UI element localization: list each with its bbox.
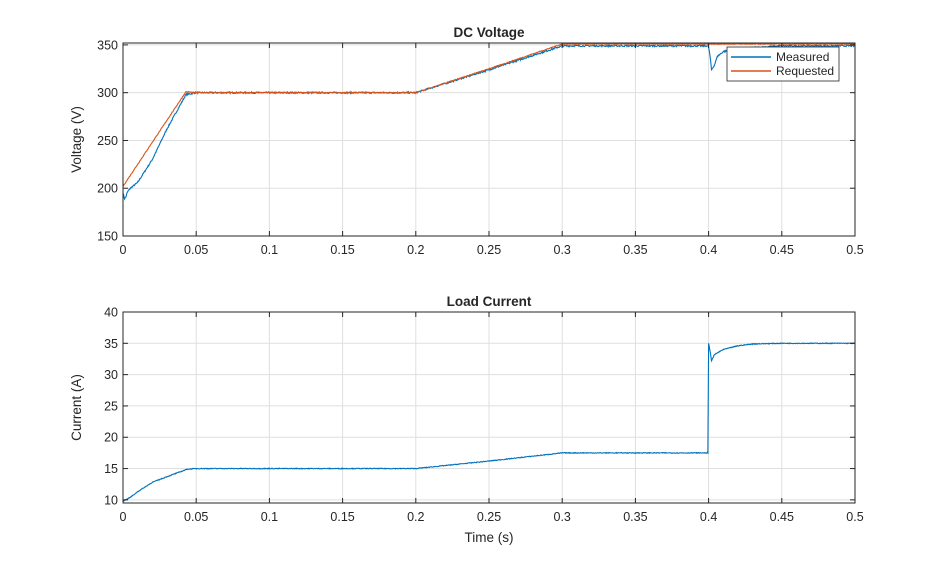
current-x-tick-label: 0.3 — [554, 510, 571, 524]
voltage-x-tick-label: 0.45 — [770, 243, 794, 257]
current-x-tick-label: 0.45 — [770, 510, 794, 524]
current-y-tick-label: 25 — [104, 399, 118, 413]
voltage-series-line-requested — [123, 43, 855, 188]
voltage-plot-title: DC Voltage — [453, 25, 524, 40]
voltage-x-tick-label: 0.2 — [407, 243, 424, 257]
voltage-y-tick-label: 300 — [97, 86, 118, 100]
current-x-tick-label: 0.1 — [261, 510, 278, 524]
current-x-tick-label: 0.2 — [407, 510, 424, 524]
current-x-axis-label: Time (s) — [465, 530, 514, 545]
current-y-tick-label: 10 — [104, 493, 118, 507]
voltage-y-tick-label: 350 — [97, 38, 118, 52]
current-ticks: 0 0.05 0.1 0.15 0.2 0.25 0.3 0.35 0.4 0.45 0.5 10 15… — [104, 306, 864, 525]
current-y-tick-label: 30 — [104, 368, 118, 382]
current-x-tick-label: 0.5 — [846, 510, 863, 524]
current-plot: 0 0.05 0.1 0.15 0.2 0.25 0.3 0.35 0.4 0.45 0.5 10 15… — [69, 294, 864, 545]
voltage-y-tick-label: 200 — [97, 182, 118, 196]
voltage-y-tick-label: 150 — [97, 230, 118, 244]
current-y-axis-label: Current (A) — [69, 374, 84, 441]
voltage-x-tick-label: 0.1 — [261, 243, 278, 257]
voltage-x-tick-label: 0 — [120, 243, 127, 257]
current-y-tick-label: 35 — [104, 337, 118, 351]
current-x-tick-label: 0.35 — [623, 510, 647, 524]
current-grid — [122, 311, 856, 503]
voltage-x-tick-label: 0.35 — [623, 243, 647, 257]
voltage-x-tick-label: 0.25 — [477, 243, 501, 257]
current-y-tick-label: 20 — [104, 431, 118, 445]
voltage-y-axis-label: Voltage (V) — [69, 106, 84, 173]
legend-box — [726, 46, 840, 82]
current-x-tick-label: 0.15 — [330, 510, 354, 524]
current-x-tick-label: 0 — [120, 510, 127, 524]
current-x-tick-label: 0.4 — [700, 510, 717, 524]
legend-label-requested: Requested — [776, 64, 834, 78]
voltage-x-tick-label: 0.5 — [846, 243, 863, 257]
current-y-tick-label: 15 — [104, 462, 118, 476]
legend-label-measured: Measured — [776, 50, 829, 64]
voltage-y-tick-label: 250 — [97, 134, 118, 148]
voltage-plot: 0 0.05 0.1 0.15 0.2 0.25 0.3 0.35 0.4 0.45 0.5 150 2… — [69, 25, 864, 257]
current-plot-title: Load Current — [447, 294, 532, 309]
voltage-x-tick-label: 0.4 — [700, 243, 717, 257]
voltage-x-tick-label: 0.3 — [554, 243, 571, 257]
current-y-tick-label: 40 — [104, 306, 118, 320]
current-series-line — [123, 342, 855, 502]
current-series — [123, 342, 855, 502]
voltage-x-tick-label: 0.15 — [330, 243, 354, 257]
current-x-tick-label: 0.25 — [477, 510, 501, 524]
voltage-x-tick-label: 0.05 — [184, 243, 208, 257]
voltage-ticks: 0 0.05 0.1 0.15 0.2 0.25 0.3 0.35 0.4 0.45 0.5 150 2… — [97, 38, 864, 257]
current-x-tick-label: 0.05 — [184, 510, 208, 524]
